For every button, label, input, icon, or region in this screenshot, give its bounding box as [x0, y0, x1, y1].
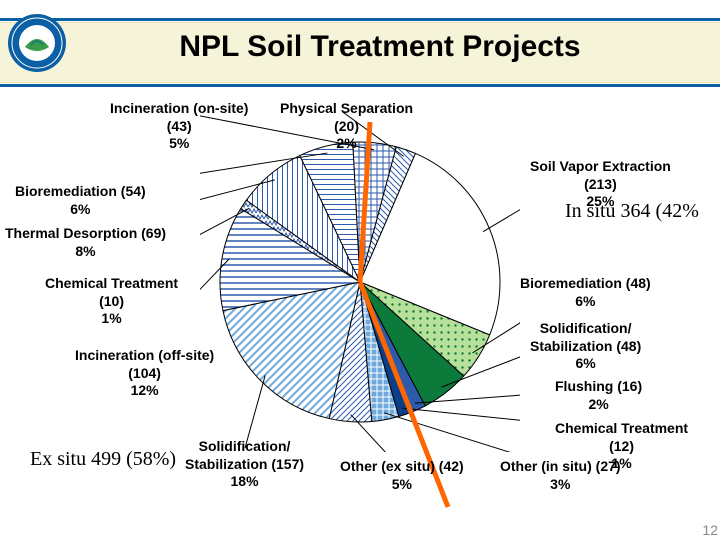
- epa-logo: [8, 14, 66, 72]
- label-incin_on: Incineration (on-site) (43) 5%: [110, 100, 248, 153]
- label-incin_off: Incineration (off-site) (104) 12%: [75, 347, 214, 400]
- label-therm_des: Thermal Desorption (69) 8%: [5, 225, 166, 260]
- label-phys_sep: Physical Separation (20) 2%: [280, 100, 413, 153]
- annotation-in-situ: In situ 364 (42%: [565, 200, 699, 223]
- label-ss_ex: Solidification/ Stabilization (157) 18%: [185, 438, 304, 491]
- label-other_ex: Other (ex situ) (42) 5%: [340, 458, 464, 493]
- slide-number: 12: [702, 522, 718, 538]
- label-other_in: Other (in situ) (27) 3%: [500, 458, 621, 493]
- label-chem_ex: Chemical Treatment (10) 1%: [45, 275, 178, 328]
- label-bio_in: Bioremediation (48) 6%: [520, 275, 651, 310]
- label-flushing: Flushing (16) 2%: [555, 378, 642, 413]
- header-rule-bottom: [0, 84, 720, 87]
- label-bio_ex: Bioremediation (54) 6%: [15, 183, 146, 218]
- header-rule-top: [0, 18, 720, 21]
- annotation-ex-situ: Ex situ 499 (58%): [30, 448, 176, 471]
- label-ss_in: Solidification/ Stabilization (48) 6%: [530, 320, 641, 373]
- pie-chart: [200, 112, 520, 452]
- slide-title: NPL Soil Treatment Projects: [100, 30, 660, 64]
